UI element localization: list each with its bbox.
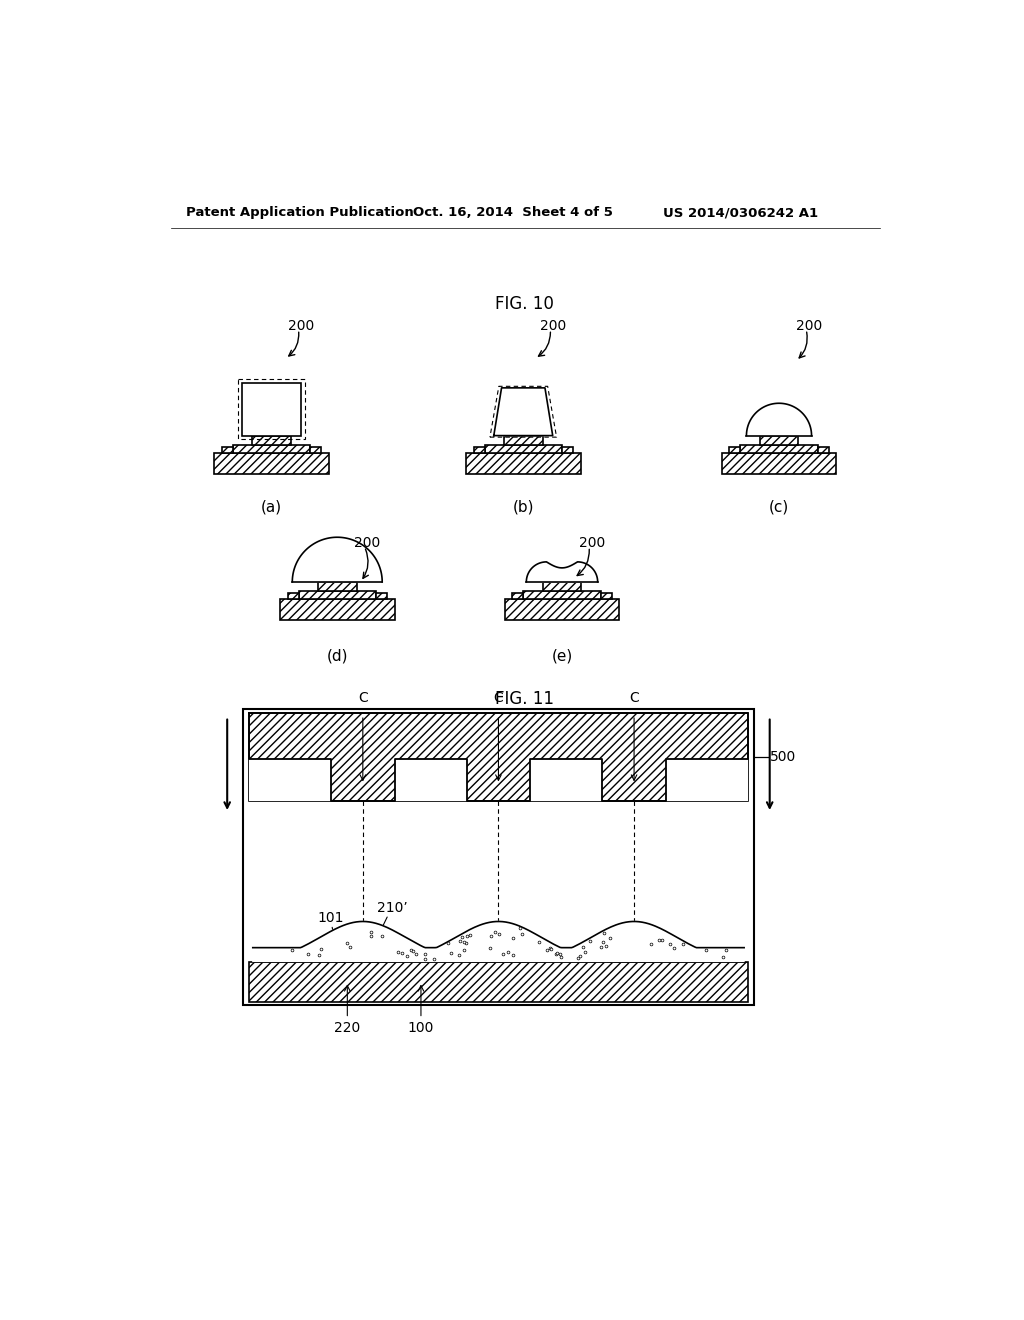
Text: 101: 101 [317,911,344,924]
Bar [740,445,818,453]
Text: (e): (e) [551,648,572,663]
Text: 220: 220 [334,1020,360,1035]
Text: (b): (b) [512,499,534,515]
Polygon shape [526,562,598,582]
Bar [214,453,329,474]
Bar [543,582,582,591]
Bar [280,599,394,620]
Bar [249,961,748,1002]
Bar [504,436,543,445]
Text: 200: 200 [289,318,314,333]
Bar [337,941,389,961]
Text: (c): (c) [769,499,790,515]
Bar [222,447,232,453]
Text: C: C [629,692,639,705]
Bar [607,941,660,961]
Text: 200: 200 [796,318,822,333]
Text: 210’: 210’ [377,900,408,915]
Text: 200: 200 [541,318,566,333]
Bar [729,447,740,453]
Bar [310,447,321,453]
Bar [232,445,310,453]
Text: 200: 200 [354,536,381,549]
Polygon shape [526,562,566,582]
Bar [376,594,387,599]
Text: 100: 100 [408,1020,434,1035]
Bar [238,379,305,440]
Bar [317,582,356,591]
Bar [601,594,611,599]
Text: Oct. 16, 2014  Sheet 4 of 5: Oct. 16, 2014 Sheet 4 of 5 [414,206,613,219]
Bar [394,759,467,801]
Bar [562,447,572,453]
Bar [722,453,837,474]
Text: C: C [358,692,368,705]
Bar [505,599,620,620]
Bar [666,759,748,801]
Polygon shape [746,404,812,436]
Bar [530,759,602,801]
Polygon shape [494,388,553,436]
Text: US 2014/0306242 A1: US 2014/0306242 A1 [663,206,818,219]
Bar [818,447,828,453]
Polygon shape [292,537,382,582]
Bar [249,713,748,801]
Text: Patent Application Publication: Patent Application Publication [186,206,414,219]
Polygon shape [253,921,744,961]
Bar [466,453,581,474]
Bar [242,383,301,436]
Bar [299,591,376,599]
Bar [243,709,755,1006]
Polygon shape [557,562,598,582]
Text: FIG. 10: FIG. 10 [496,296,554,313]
Bar [474,447,484,453]
Text: 500: 500 [770,750,796,764]
Bar [523,591,601,599]
Bar [249,759,331,801]
Bar [288,594,299,599]
Text: 200: 200 [579,536,605,549]
Bar [512,594,523,599]
Bar [252,436,291,445]
Text: FIG. 11: FIG. 11 [496,689,554,708]
Text: C: C [494,692,504,705]
Text: (d): (d) [327,648,348,663]
Bar [484,445,562,453]
Text: (a): (a) [261,499,282,515]
Bar [472,941,525,961]
Bar [760,436,799,445]
